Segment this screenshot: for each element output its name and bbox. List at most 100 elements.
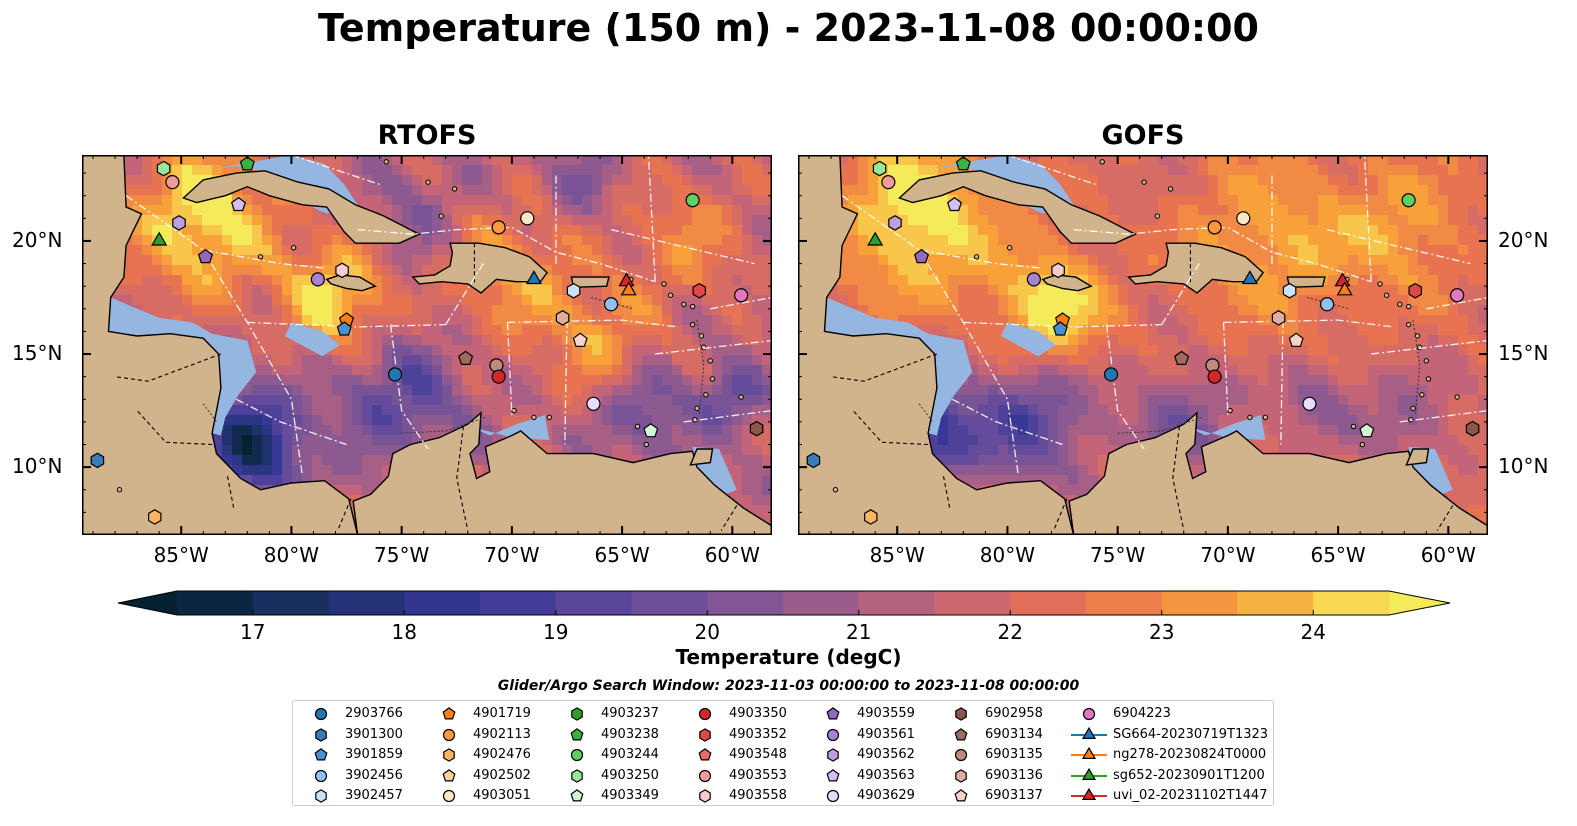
eez-boundary — [1105, 324, 1145, 450]
pentagon-marker-icon — [442, 768, 456, 781]
country-border — [136, 410, 213, 446]
platform-ng278-20230824T0000 — [620, 281, 637, 296]
pentagon-marker-icon — [954, 789, 968, 802]
hexagon-marker-icon — [699, 727, 711, 742]
x-tick-label: 65°W — [594, 543, 650, 567]
trinidad-land — [689, 448, 714, 466]
platform-4903244 — [685, 193, 700, 208]
platform-3902457 — [566, 282, 581, 299]
shallow-shelf — [284, 322, 340, 357]
legend-label: 4903349 — [601, 788, 659, 803]
eez-boundary — [389, 324, 429, 450]
eez-boundary — [357, 226, 656, 283]
small-island — [1423, 358, 1429, 364]
small-island — [1167, 186, 1174, 192]
eez-boundary — [125, 195, 325, 269]
platform-markers — [90, 156, 764, 525]
platform-4902476 — [147, 509, 162, 525]
small-island — [1262, 414, 1269, 421]
small-island — [667, 292, 674, 298]
platform-6903134 — [1174, 350, 1190, 365]
hexagon-marker-icon — [955, 768, 967, 783]
legend-label: 4903561 — [857, 726, 915, 742]
eez-boundary — [1426, 296, 1488, 310]
country-border — [337, 498, 352, 531]
pentagon-marker-icon — [570, 727, 584, 740]
colorbar-bin — [1010, 591, 1087, 615]
colorbar-bin — [1313, 591, 1390, 615]
small-island — [709, 376, 716, 382]
platform-4903562 — [888, 215, 902, 231]
platform-3901859 — [336, 321, 352, 336]
eez-boundary — [952, 398, 1063, 446]
legend-label: 4902113 — [473, 726, 531, 742]
platform-6903137 — [1288, 332, 1304, 347]
small-island — [511, 407, 517, 414]
legend-label: 4903563 — [857, 767, 915, 783]
small-island — [1377, 281, 1383, 287]
platform-4903051 — [520, 211, 535, 226]
legend-marker — [442, 789, 456, 803]
x-tick-label: 60°W — [1420, 543, 1476, 567]
country-border — [1053, 498, 1068, 531]
map-frame — [798, 155, 1488, 535]
country-border — [720, 505, 738, 531]
platform-4903349 — [643, 423, 659, 438]
colorbar-title: Temperature (degC) — [675, 645, 902, 669]
platform-4903349 — [1359, 423, 1375, 438]
legend-marker — [442, 707, 456, 720]
platform-4902113 — [1207, 220, 1222, 235]
colorbar-tick-label: 18 — [391, 620, 417, 644]
central-america-land — [798, 155, 1075, 535]
small-island — [1227, 407, 1233, 414]
platform-sg652-20230901T1200 — [151, 231, 168, 246]
legend-label: 6902958 — [985, 706, 1043, 721]
colorbar-tick-label: 23 — [1149, 620, 1175, 644]
platform-6903134 — [458, 350, 474, 365]
legend-label: 4901719 — [473, 706, 531, 721]
pentagon-marker-icon — [826, 707, 840, 720]
hexagon-marker-icon — [315, 789, 327, 803]
colorbar-tick-label: 21 — [846, 620, 872, 644]
platform-4903352 — [692, 282, 707, 299]
legend-marker — [954, 789, 968, 802]
trinidad-land — [1405, 448, 1430, 466]
small-island — [634, 423, 641, 430]
legend-marker — [570, 748, 584, 762]
small-island — [1405, 321, 1412, 328]
eez-boundary — [564, 320, 568, 445]
eez-boundary — [236, 398, 347, 446]
legend-label: 4903548 — [729, 747, 787, 762]
platform-4903563 — [946, 196, 963, 212]
legend-label: 4903559 — [857, 706, 915, 721]
hexagon-marker-icon — [699, 789, 711, 803]
platform-4903350 — [491, 369, 506, 384]
eez-boundary — [918, 249, 1020, 477]
small-island — [694, 405, 700, 412]
legend-label: 4903352 — [729, 726, 787, 742]
legend-marker — [955, 707, 967, 721]
platform-3902457 — [1282, 282, 1297, 299]
small-island — [257, 254, 264, 260]
platform-6903135 — [1205, 358, 1220, 373]
colorbar-extend-max — [1389, 591, 1450, 615]
country-border — [115, 353, 222, 382]
legend-label: 6903135 — [985, 747, 1043, 762]
legend-marker — [955, 768, 967, 783]
small-island — [1454, 394, 1460, 400]
platform-markers — [806, 156, 1480, 525]
legend-label: 4902476 — [473, 747, 531, 762]
legend-marker — [571, 707, 583, 721]
hexagon-marker-icon — [827, 748, 839, 762]
legend-marker — [1081, 726, 1097, 739]
eez-boundary — [683, 409, 772, 423]
legend-marker — [827, 748, 839, 762]
circle-marker-icon — [570, 748, 584, 762]
platform-4903238 — [955, 156, 971, 171]
platform-SG664-20230719T1323 — [525, 270, 543, 285]
small-island — [973, 254, 980, 260]
colorbar-bin — [404, 591, 481, 615]
eez-boundary — [1363, 155, 1372, 282]
platform-4903051 — [1236, 211, 1251, 226]
legend-label: 4903051 — [473, 788, 531, 803]
